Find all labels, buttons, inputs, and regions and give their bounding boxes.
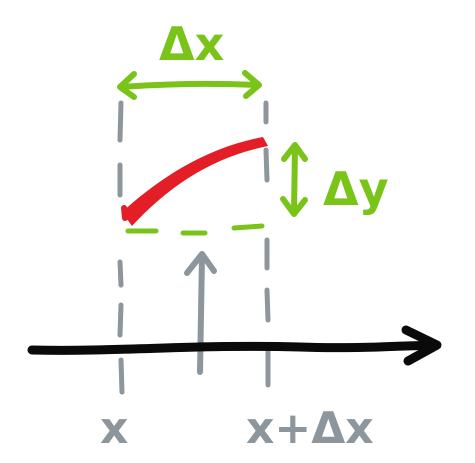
delta-x-double-arrow [117, 70, 262, 100]
x-axis [27, 325, 442, 366]
delta-y-label: Δy [323, 162, 389, 216]
function-curve-segment [122, 137, 268, 226]
function-curve-tip [121, 205, 128, 221]
delta-x-label: Δx [159, 17, 224, 71]
pointer-arrow [184, 251, 217, 375]
green-dashed-baseline [125, 223, 265, 236]
x-plus-delta-x-tick-label: x+Δx [246, 403, 374, 454]
delta-y-double-arrow [280, 142, 308, 217]
right-dashed-guide [263, 100, 271, 388]
left-dashed-guide [117, 100, 125, 395]
x-tick-label: x [100, 403, 128, 454]
